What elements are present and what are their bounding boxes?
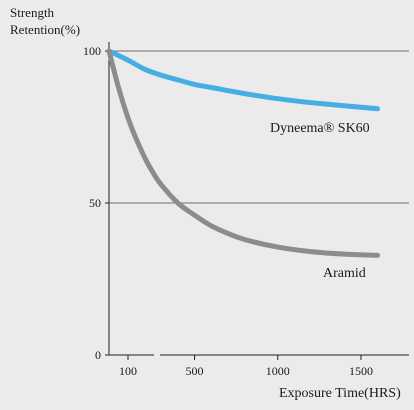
x-tick-label-1000: 1000 [266,364,290,378]
series-line-aramid [106,48,381,258]
x-tick-label-500: 500 [186,364,204,378]
y-tick-label-0: 0 [95,348,101,362]
y-axis-label-line-2: Retention(%) [10,22,80,37]
y-tick-label-100: 100 [83,44,101,58]
x-tick-label-1500: 1500 [349,364,373,378]
axes [105,42,409,360]
series-label-aramid: Aramid [323,266,366,281]
series-lines [106,48,381,258]
series-line-dyneema [106,48,381,112]
grid-lines [109,50,409,204]
y-axis-label-line-1: Strength [10,5,55,20]
x-axis-label: Exposure Time(HRS) [279,386,401,401]
x-tick-label-100: 100 [119,364,137,378]
y-tick-label-50: 50 [89,196,101,210]
tick-labels: 0 50 100 100 500 1000 1500 [83,44,373,378]
series-label-dyneema: Dyneema® SK60 [270,121,370,136]
